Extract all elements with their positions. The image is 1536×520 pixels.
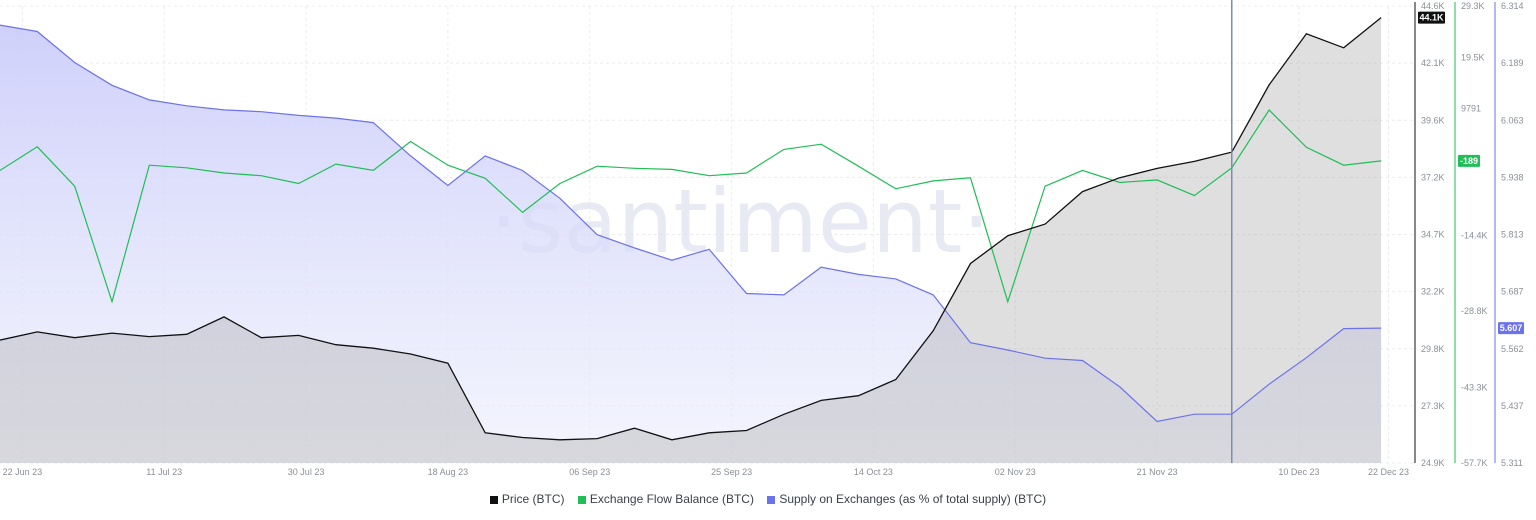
legend-swatch-supply bbox=[767, 496, 776, 504]
legend-item-price[interactable]: Price (BTC) bbox=[489, 492, 565, 506]
flow-axis-tick-label: 19.5K bbox=[1461, 52, 1485, 62]
x-axis-tick-label: 30 Jul 23 bbox=[288, 467, 325, 477]
flow-axis-tick-label: -43.3K bbox=[1461, 382, 1488, 392]
flow-axis-tick-label: 29.3K bbox=[1461, 1, 1485, 11]
price-axis-tick-label: 39.6K bbox=[1421, 115, 1445, 125]
price-line bbox=[0, 17, 1382, 441]
flow-axis-tick-label: -57.7K bbox=[1461, 458, 1488, 468]
x-axis-tick-label: 22 Jun 23 bbox=[3, 467, 43, 477]
legend-swatch-price bbox=[489, 496, 498, 504]
supply-axis-tick-label: 5.938 bbox=[1501, 172, 1524, 182]
price-axis-tick-label: 27.3K bbox=[1421, 401, 1445, 411]
price-axis-tick-label: 29.8K bbox=[1421, 344, 1445, 354]
price-axis-tick-label: 24.9K bbox=[1421, 458, 1445, 468]
supply-line bbox=[0, 24, 1382, 423]
x-axis-tick-label: 02 Nov 23 bbox=[995, 467, 1036, 477]
flow-axis-tick-label: 9791 bbox=[1461, 103, 1481, 113]
price-axis-tick-label: 34.7K bbox=[1421, 230, 1445, 240]
flow-current-badge-bg bbox=[1458, 154, 1480, 167]
supply-axis-tick-label: 5.437 bbox=[1501, 401, 1524, 411]
x-axis-tick-label: 22 Dec 23 bbox=[1368, 467, 1409, 477]
price-area bbox=[0, 17, 1382, 463]
supply-axis-tick-label: 6.189 bbox=[1501, 58, 1524, 68]
x-axis-tick-label: 25 Sep 23 bbox=[711, 467, 752, 477]
flow-line bbox=[0, 109, 1382, 304]
legend-item-supply[interactable]: Supply on Exchanges (as % of total suppl… bbox=[767, 492, 1046, 506]
chart-legend: Price (BTC) Exchange Flow Balance (BTC) … bbox=[0, 492, 1536, 506]
price-current-badge-bg bbox=[1418, 11, 1445, 24]
supply-axis-tick-label: 5.687 bbox=[1501, 287, 1524, 297]
supply-axis-tick-label: 5.813 bbox=[1501, 230, 1524, 240]
price-axis-tick-label: 32.2K bbox=[1421, 287, 1445, 297]
supply-axis-tick-label: 5.562 bbox=[1501, 344, 1524, 354]
x-axis-tick-label: 11 Jul 23 bbox=[146, 467, 182, 477]
chart-canvas: ·santiment·24.9K27.3K29.8K32.2K34.7K37.2… bbox=[0, 0, 1524, 477]
supply-axis-tick-label: 6.314 bbox=[1501, 1, 1524, 11]
price-axis-tick-label: 37.2K bbox=[1421, 172, 1445, 182]
legend-label-price: Price (BTC) bbox=[501, 492, 565, 506]
supply-axis-tick-label: 6.063 bbox=[1501, 115, 1524, 125]
flow-axis-tick-label: -14.4K bbox=[1461, 231, 1488, 241]
price-axis-tick-label: 42.1K bbox=[1421, 58, 1445, 68]
legend-swatch-flow bbox=[577, 496, 586, 504]
x-axis-tick-label: 21 Nov 23 bbox=[1137, 467, 1178, 477]
supply-axis-tick-label: 5.311 bbox=[1501, 458, 1523, 468]
price-current-badge-text: 44.1K bbox=[1419, 13, 1444, 23]
supply-area bbox=[0, 25, 1382, 463]
flow-axis-tick-label: -28.8K bbox=[1461, 306, 1488, 316]
legend-label-supply: Supply on Exchanges (as % of total suppl… bbox=[779, 492, 1047, 506]
price-axis-tick-label: 44.6K bbox=[1421, 1, 1445, 11]
x-axis-tick-label: 18 Aug 23 bbox=[428, 467, 469, 477]
x-axis-tick-label: 14 Oct 23 bbox=[854, 467, 893, 477]
supply-current-badge-bg bbox=[1498, 322, 1524, 335]
x-axis-tick-label: 10 Dec 23 bbox=[1278, 467, 1319, 477]
x-axis-tick-label: 06 Sep 23 bbox=[569, 467, 610, 477]
legend-label-flow: Exchange Flow Balance (BTC) bbox=[589, 492, 754, 506]
supply-current-badge-text: 5.607 bbox=[1500, 323, 1523, 333]
legend-item-flow[interactable]: Exchange Flow Balance (BTC) bbox=[577, 492, 754, 506]
flow-current-badge-text: -189 bbox=[1460, 156, 1478, 166]
